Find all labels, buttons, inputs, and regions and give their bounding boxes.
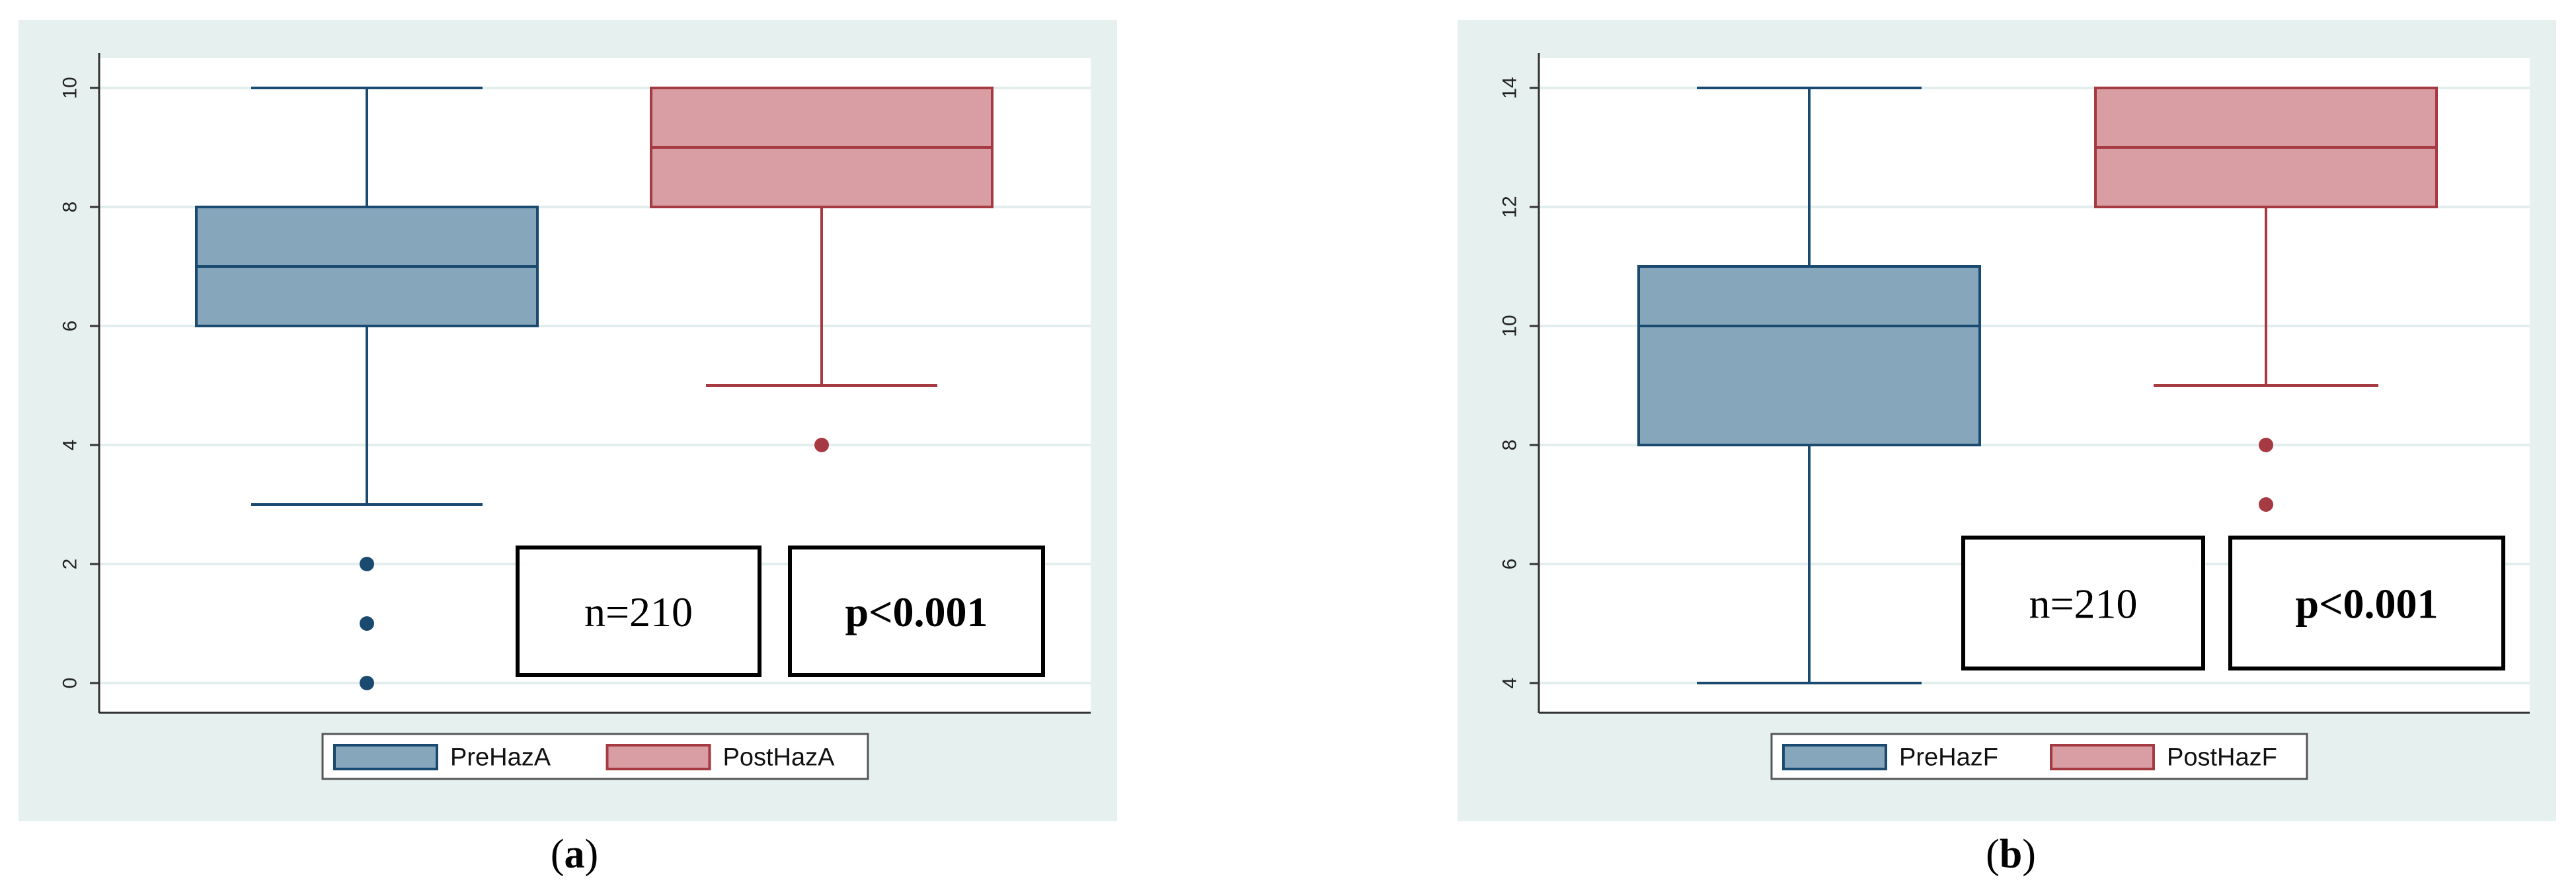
sample-size-label: n=210 xyxy=(584,588,693,635)
sample-size-label: n=210 xyxy=(2029,580,2137,627)
panel-caption: (b) xyxy=(1986,832,2036,877)
annotation-box xyxy=(1961,536,2205,670)
outlier-point xyxy=(814,438,829,452)
outlier-point xyxy=(360,557,374,571)
y-tick-label: 8 xyxy=(1499,440,1521,451)
legend: PreHazA PostHazA xyxy=(321,733,869,780)
y-tick-label: 4 xyxy=(59,440,81,451)
annotation-box xyxy=(788,546,1045,677)
legend-swatch-PreHazF xyxy=(1782,744,1887,770)
box-PostHazF xyxy=(2094,87,2438,512)
chart-panel-a: 0 2 4 6 8 10 n=210 p<0.001 PreHazA PostHazA (a) xyxy=(19,20,1117,877)
annotation-box xyxy=(2228,536,2505,670)
outlier-point xyxy=(2259,438,2273,452)
chart-panel-b: 4 6 8 10 12 14 n=210 p<0.001 PreHazF PostHazF (b) xyxy=(1458,20,2556,877)
legend-label-PreHazF: PreHazF xyxy=(1899,743,1998,771)
y-tick-label: 8 xyxy=(59,202,81,213)
legend-swatch-PostHazA xyxy=(605,744,711,770)
panel-caption: (a) xyxy=(551,832,598,877)
y-tick-label: 6 xyxy=(59,321,81,332)
box-PreHazF xyxy=(1637,87,1981,684)
legend-label-PreHazA: PreHazA xyxy=(450,743,551,771)
y-tick-label: 12 xyxy=(1499,196,1521,218)
p-value-label: p<0.001 xyxy=(2295,580,2438,627)
p-value-label: p<0.001 xyxy=(845,588,988,635)
legend-label-PostHazF: PostHazF xyxy=(2167,743,2277,771)
y-tick-label: 4 xyxy=(1499,678,1521,689)
y-tick-label: 10 xyxy=(1499,315,1521,337)
legend-swatch-PreHazA xyxy=(333,744,438,770)
y-tick-label: 14 xyxy=(1499,77,1521,99)
legend: PreHazF PostHazF xyxy=(1770,733,2308,780)
y-tick-label: 10 xyxy=(59,77,81,99)
annotation-box xyxy=(516,546,761,677)
y-tick-label: 0 xyxy=(59,678,81,689)
outlier-point xyxy=(360,676,374,690)
outlier-point xyxy=(2259,497,2273,512)
y-tick-label: 6 xyxy=(1499,559,1521,570)
legend-swatch-PostHazF xyxy=(2050,744,2155,770)
box-PostHazA xyxy=(650,87,994,452)
outlier-point xyxy=(360,616,374,631)
iqr-box xyxy=(1637,265,1981,446)
box-PreHazA xyxy=(195,87,539,690)
y-tick-label: 2 xyxy=(59,559,81,570)
legend-label-PostHazA: PostHazA xyxy=(723,743,836,771)
